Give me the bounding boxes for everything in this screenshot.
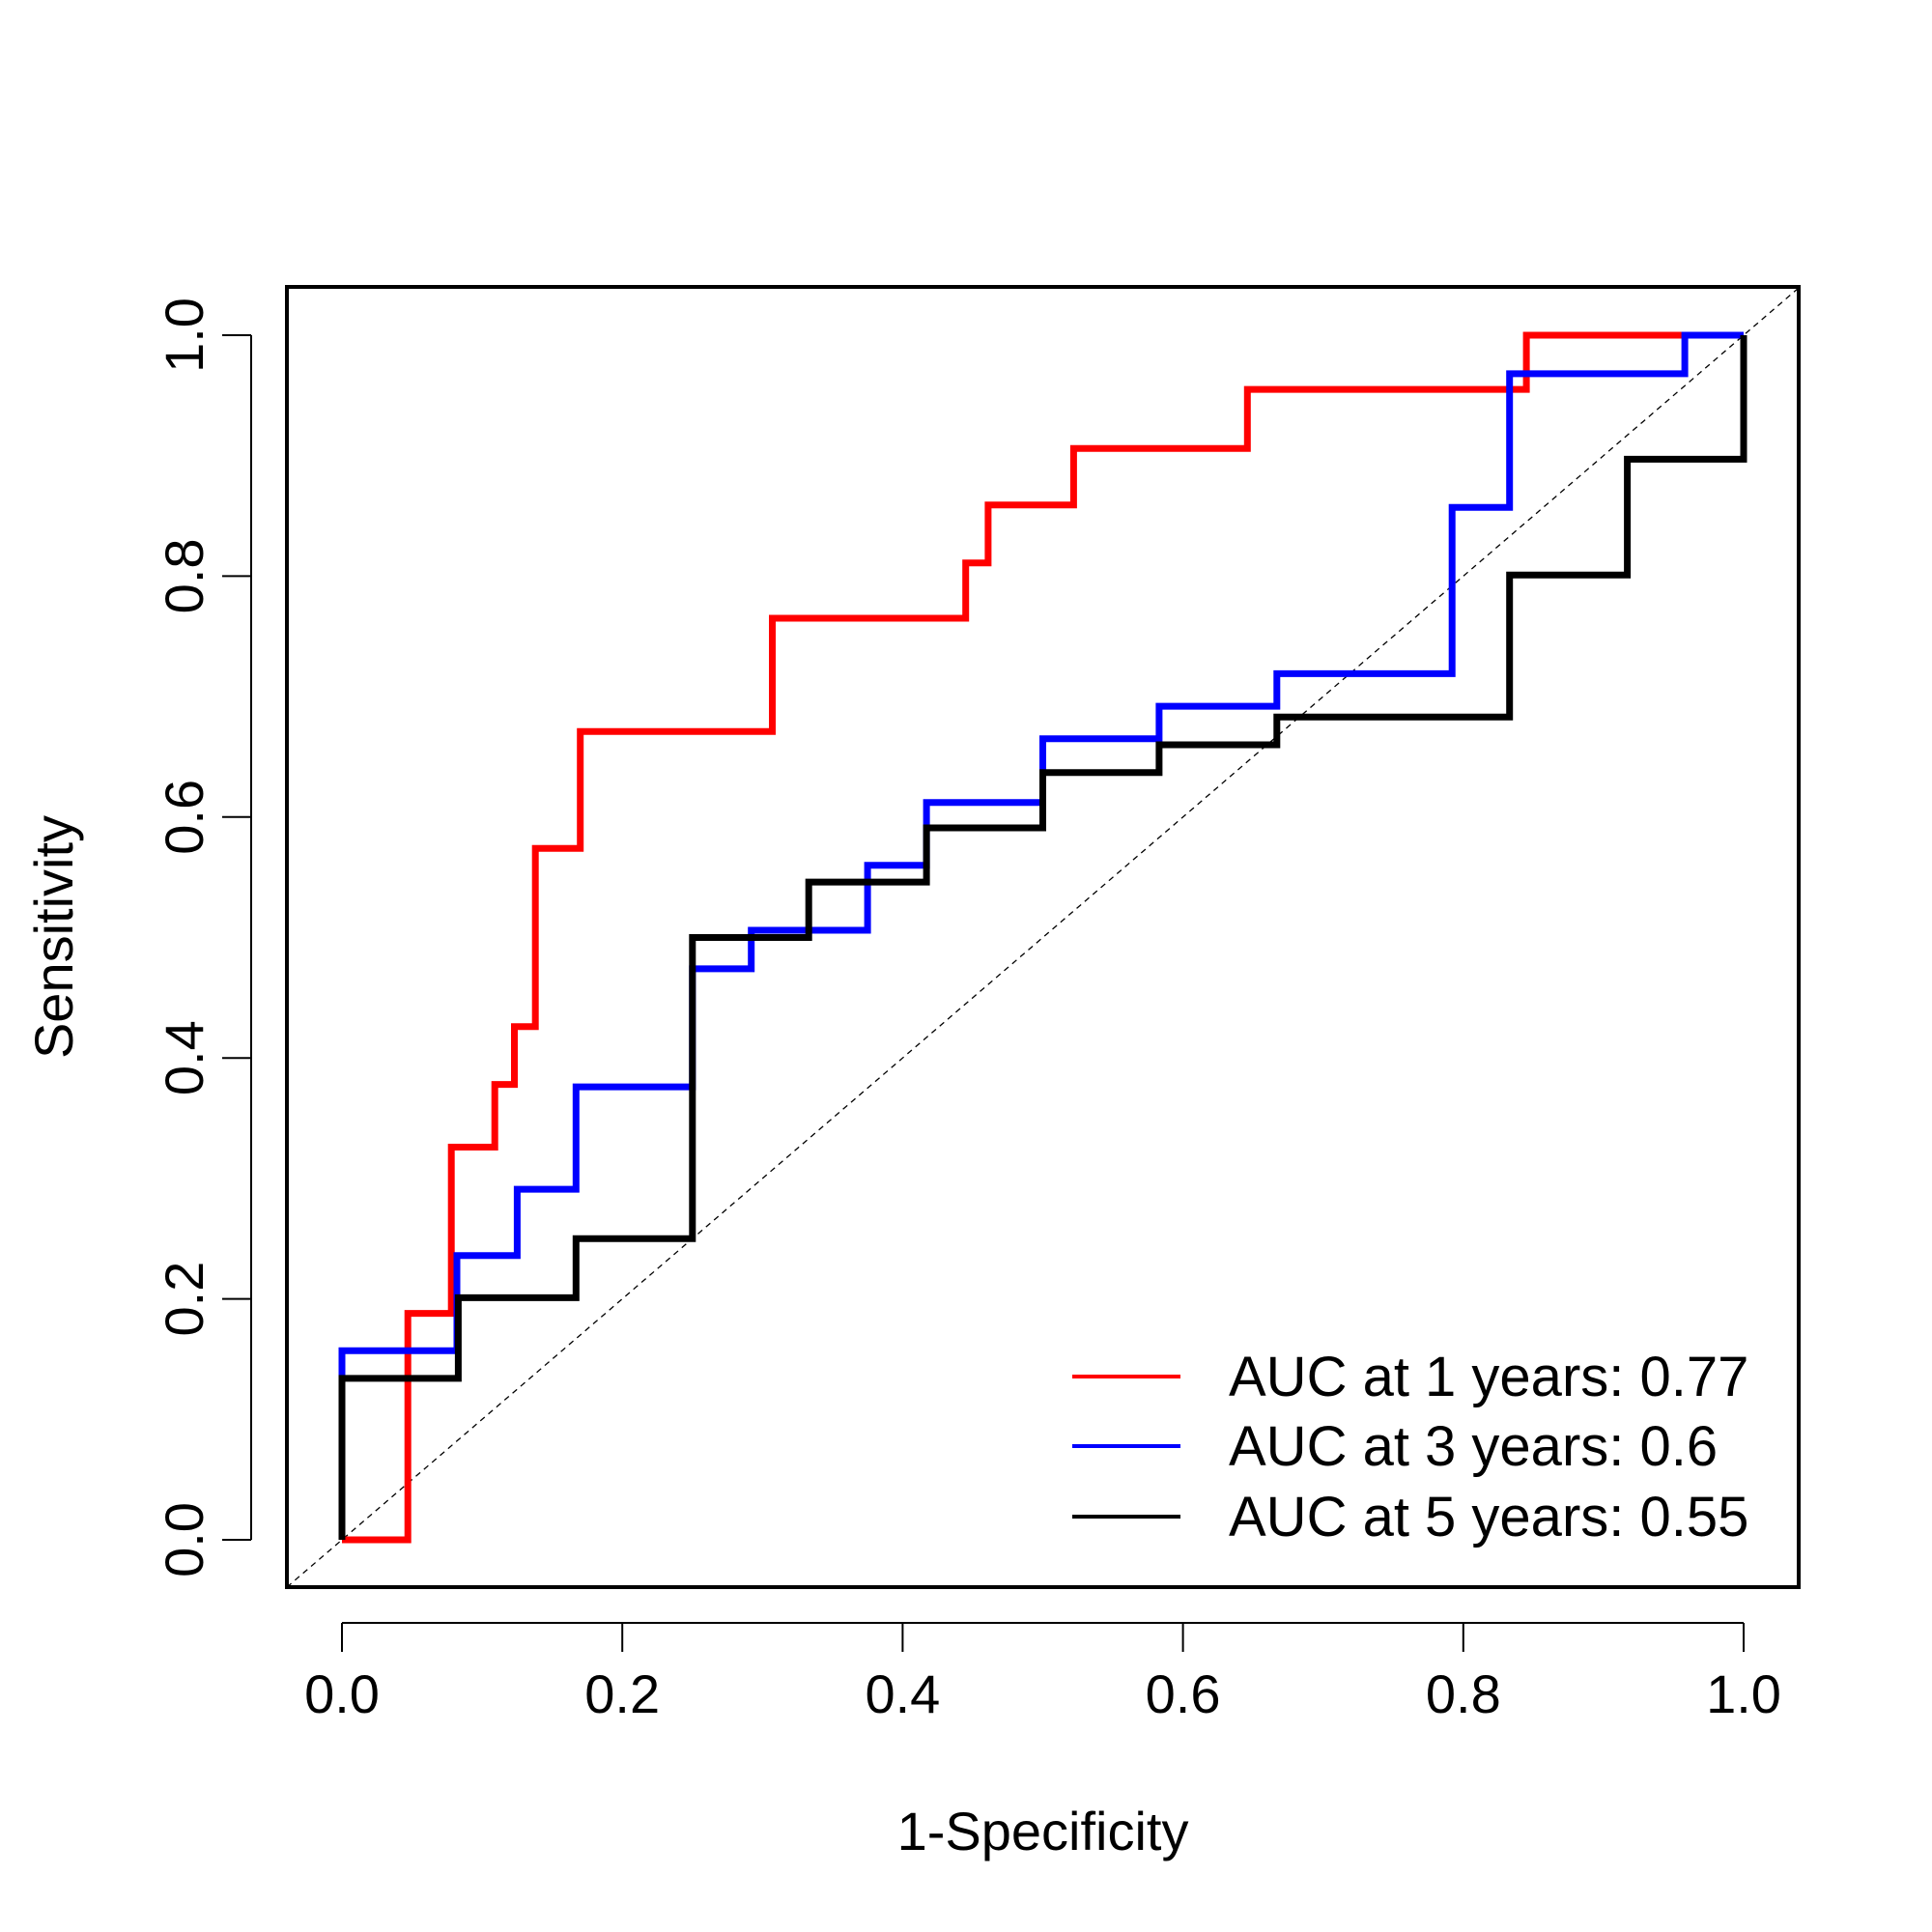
y-tick-label: 1.0 (154, 298, 214, 373)
reference-diagonal (286, 287, 1800, 1588)
roc-curve-series-3 (338, 335, 1747, 1540)
x-tick-label: 0.2 (584, 1663, 660, 1724)
plot-frame (285, 285, 1801, 1589)
x-tick-label: 1.0 (1706, 1663, 1781, 1724)
x-axis-label: 1-Specificity (897, 1801, 1189, 1861)
y-tick-label: 0.6 (154, 780, 214, 855)
x-tick-label: 0.8 (1426, 1663, 1501, 1724)
y-tick-label: 0.8 (154, 538, 214, 613)
legend-label: AUC at 1 years: 0.77 (1229, 1346, 1748, 1408)
x-tick-label: 0.0 (304, 1663, 380, 1724)
legend: AUC at 1 years: 0.77 AUC at 3 years: 0.6 A… (1072, 1346, 1748, 1548)
legend-label: AUC at 5 years: 0.55 (1229, 1486, 1748, 1548)
x-axis: 0.0 0.2 0.4 0.6 0.8 1.0 (304, 1622, 1781, 1724)
y-tick-label: 0.2 (154, 1262, 214, 1337)
y-tick-label: 0.4 (154, 1020, 214, 1095)
x-tick-label: 0.4 (865, 1663, 940, 1724)
y-axis-label: Sensitivity (23, 815, 84, 1059)
y-axis: 0.0 0.2 0.4 0.6 0.8 1.0 (154, 298, 252, 1577)
y-tick-label: 0.0 (154, 1502, 214, 1577)
roc-curve-series-1 (342, 331, 1744, 1544)
series-layer (338, 331, 1747, 1544)
legend-label: AUC at 3 years: 0.6 (1229, 1415, 1718, 1478)
x-tick-label: 0.6 (1146, 1663, 1221, 1724)
